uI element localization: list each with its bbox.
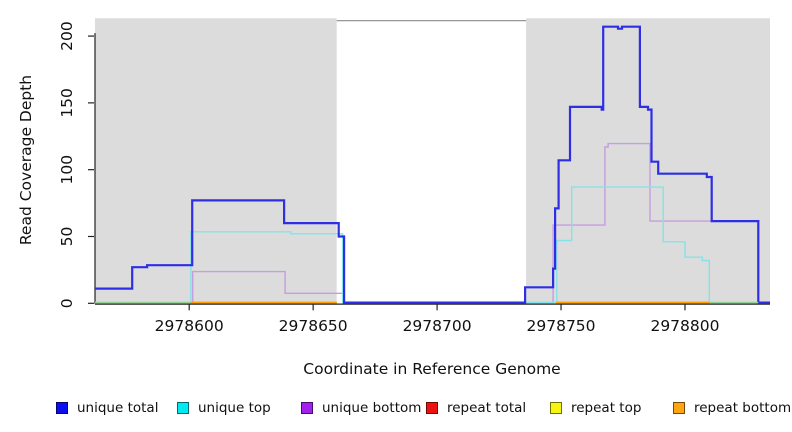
unique-top-swatch-icon	[177, 402, 189, 414]
legend-label: repeat total	[447, 400, 527, 416]
legend-item-repeat-bottom: repeat bottom	[673, 399, 791, 417]
x-tick-label: 2978700	[403, 317, 472, 335]
x-tick-label: 2978800	[650, 317, 719, 335]
x-tick-label: 2978650	[279, 317, 348, 335]
series-unique-top	[95, 186, 770, 304]
repeat-top-swatch-icon	[550, 402, 562, 414]
legend-label: repeat top	[571, 400, 642, 416]
series-unique-total	[95, 25, 770, 304]
legend-item-repeat-top: repeat top	[550, 399, 641, 417]
x-axis-title: Coordinate in Reference Genome	[303, 360, 561, 378]
repeat-total-swatch-icon	[426, 402, 438, 414]
legend-item-repeat-total: repeat total	[426, 399, 526, 417]
series-unique-bottom	[95, 142, 770, 304]
repeat-bottom-swatch-icon	[673, 402, 685, 414]
legend-label: repeat bottom	[694, 400, 792, 416]
y-tick-label: 150	[58, 88, 76, 118]
legend-item-unique-bottom: unique bottom	[301, 399, 421, 417]
y-tick-label: 100	[58, 155, 76, 185]
legend-item-unique-top: unique top	[177, 399, 271, 417]
unique-total-swatch-icon	[56, 402, 68, 414]
y-axis-title: Read Coverage Depth	[17, 74, 35, 246]
x-tick-label: 2978750	[527, 317, 596, 335]
legend-label: unique total	[77, 400, 159, 416]
unique-bottom-swatch-icon	[301, 402, 313, 414]
y-tick-label: 50	[58, 227, 76, 247]
legend-label: unique top	[198, 400, 271, 416]
repeat-region-shading	[95, 18, 337, 304]
x-tick-label: 2978600	[155, 317, 224, 335]
legend-label: unique bottom	[322, 400, 422, 416]
y-tick-label: 200	[58, 21, 76, 51]
y-tick-label: 0	[58, 298, 76, 308]
legend-item-unique-total: unique total	[56, 399, 158, 417]
